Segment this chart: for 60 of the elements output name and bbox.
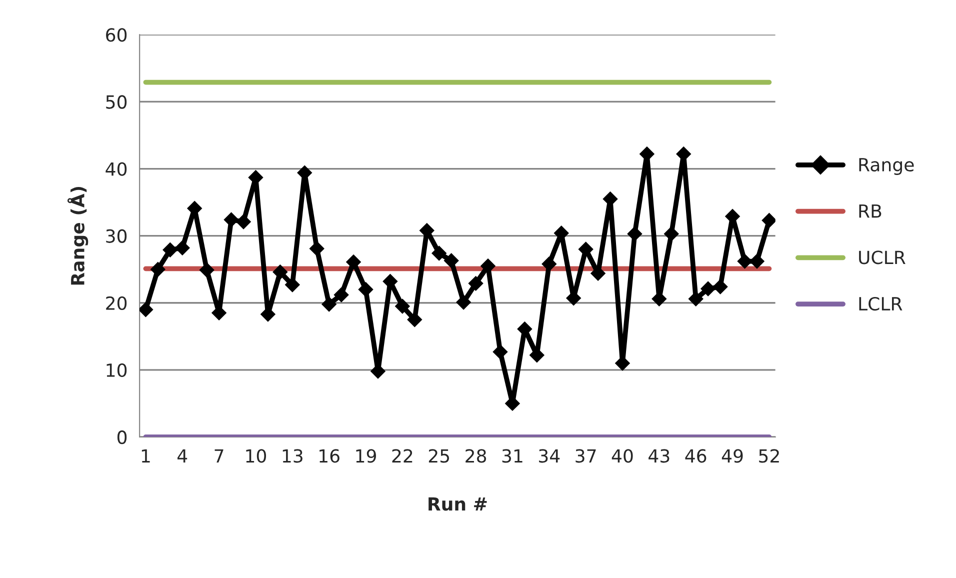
x-tick-label: 49 [722, 449, 743, 463]
x-tick-label: 40 [612, 449, 633, 463]
legend-label: LCLR [859, 296, 902, 311]
point [750, 254, 764, 269]
x-tick-label: 4 [178, 449, 188, 462]
point [272, 264, 288, 280]
point [322, 296, 336, 312]
x-tick-label: 43 [648, 449, 670, 463]
point [712, 279, 728, 294]
point [627, 226, 642, 242]
legend-label: Range [859, 158, 914, 176]
point [664, 226, 679, 242]
y-tick-label: 20 [106, 296, 127, 310]
point [199, 262, 214, 278]
point [236, 214, 251, 230]
y-axis-title: Range (Å) [67, 186, 88, 285]
y-tick-label: 40 [106, 162, 127, 176]
point [162, 242, 178, 258]
x-tick-label: 1 [142, 449, 150, 462]
point [700, 281, 716, 296]
point [309, 241, 324, 256]
x-tick-label: 19 [356, 449, 376, 463]
y-tick-label: 60 [106, 28, 127, 42]
x-tick-label: 37 [576, 449, 596, 463]
point [542, 256, 557, 272]
y-tick-label: 0 [117, 430, 127, 444]
legend-label: RB [859, 204, 882, 218]
x-tick-label: 13 [282, 449, 302, 463]
point [444, 253, 459, 268]
x-tick-label: 10 [246, 449, 266, 463]
point [762, 213, 776, 228]
point [395, 298, 410, 314]
point [285, 277, 300, 292]
x-axis-title: Run # [428, 497, 487, 511]
x-tick-label: 31 [502, 449, 522, 463]
legend-label: UCLR [859, 250, 906, 264]
point [688, 291, 704, 306]
point [346, 254, 361, 270]
point [150, 262, 166, 277]
point [224, 212, 239, 228]
x-tick-label: 16 [320, 449, 340, 463]
x-tick-label: 28 [466, 449, 486, 463]
x-tick-label: 25 [428, 449, 450, 463]
point [174, 240, 190, 256]
y-tick-label: 30 [106, 229, 127, 243]
x-tick-label: 52 [759, 449, 779, 463]
x-tick-label: 34 [539, 449, 560, 463]
y-tick-label: 10 [106, 363, 127, 378]
point [468, 276, 484, 291]
point [492, 344, 508, 360]
x-tick-label: 46 [685, 449, 706, 463]
y-tick-label: 50 [106, 95, 127, 109]
point [140, 302, 154, 317]
point [432, 246, 446, 261]
point [407, 312, 422, 328]
point [334, 287, 349, 302]
point [456, 294, 471, 310]
x-tick-label: 7 [214, 449, 224, 462]
point [358, 282, 374, 297]
x-tick-label: 22 [392, 449, 412, 462]
